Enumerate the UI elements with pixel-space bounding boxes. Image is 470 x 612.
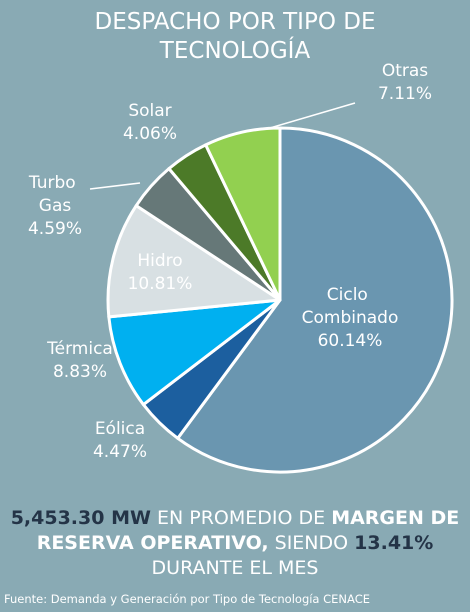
chart: Ciclo Combinado 60.14% Eólica 4.47% Térmica 8… <box>28 61 454 474</box>
summary-pct: 13.41% <box>354 532 434 554</box>
value-label: 8.83% <box>53 362 107 382</box>
pie-slice <box>106 204 282 319</box>
value-label: 10.81% <box>128 274 193 294</box>
slice-label: Eólica <box>95 419 145 439</box>
leader-line <box>269 102 356 129</box>
value-label: 4.06% <box>123 124 177 144</box>
pie-slice <box>204 126 282 302</box>
pie-slice <box>107 298 282 407</box>
value-label: 60.14% <box>318 331 383 351</box>
slice-label: Ciclo Combinado <box>302 285 399 328</box>
summary-bold: MARGEN DE RESERVA OPERATIVO, <box>36 507 460 554</box>
slice-label: Térmica <box>46 339 113 359</box>
summary-text: EN PROMEDIO DE <box>157 507 326 529</box>
value-label: 4.59% <box>28 219 82 239</box>
slice-label: Hidro <box>137 251 182 271</box>
summary: 5,453.30 MW EN PROMEDIO DE MARGEN DE RES… <box>5 506 465 581</box>
chart-title: DESPACHO POR TIPO DE TECNOLOGÍA <box>94 9 376 64</box>
value-label: 4.47% <box>93 442 147 462</box>
summary-mw: 5,453.30 MW <box>10 507 151 529</box>
summary-text: SIENDO <box>274 532 349 554</box>
summary-text: DURANTE EL MES <box>151 557 319 579</box>
pie-slice <box>176 126 454 474</box>
source: Fuente: Demanda y Generación por Tipo de… <box>4 592 370 606</box>
value-label: 7.11% <box>378 84 432 104</box>
leader-line <box>89 182 141 190</box>
slice-label: Solar <box>128 101 171 121</box>
slice-label: Turbo Gas <box>28 173 81 216</box>
slice-label: Otras <box>382 61 428 81</box>
